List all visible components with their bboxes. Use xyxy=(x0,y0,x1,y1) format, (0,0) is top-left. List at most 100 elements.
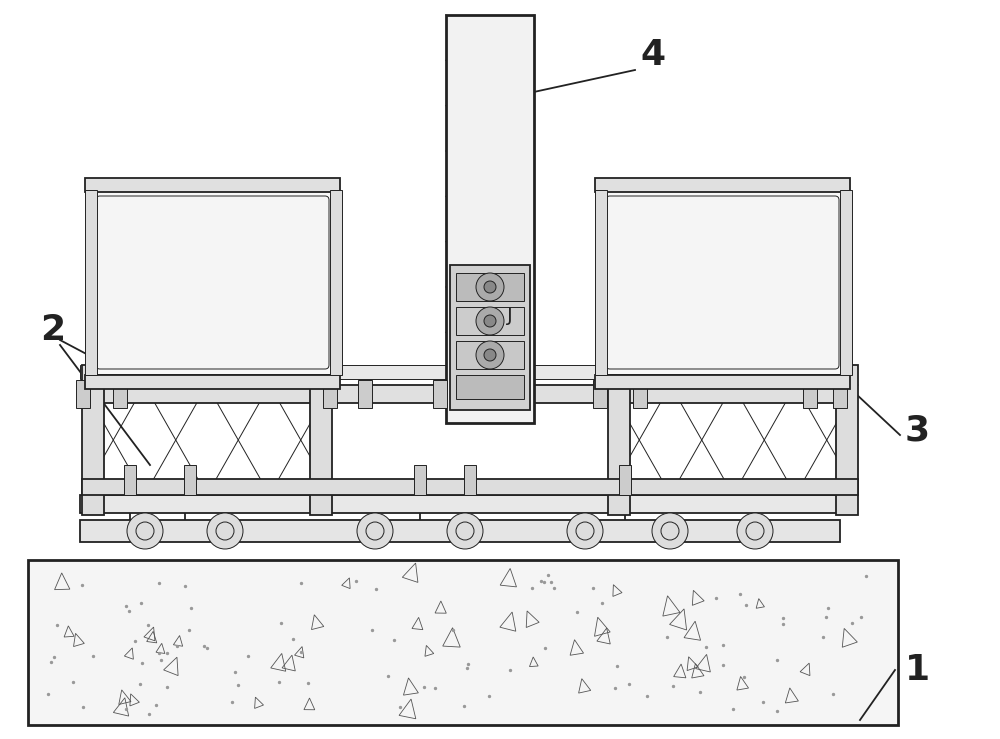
Point xyxy=(540,570,556,582)
Point xyxy=(151,577,167,589)
Bar xyxy=(310,365,332,515)
Point xyxy=(273,616,289,628)
Circle shape xyxy=(476,341,504,369)
Bar xyxy=(456,273,524,301)
Bar xyxy=(464,465,476,495)
Point xyxy=(715,659,731,671)
Point xyxy=(271,676,287,688)
Bar xyxy=(608,365,630,515)
Bar xyxy=(468,380,482,408)
Point xyxy=(49,619,65,630)
Circle shape xyxy=(476,273,504,301)
Point xyxy=(775,618,791,630)
Bar xyxy=(595,190,607,375)
Bar xyxy=(833,380,847,408)
Point xyxy=(825,689,841,701)
Point xyxy=(118,600,134,612)
Point xyxy=(75,701,91,712)
Bar xyxy=(330,190,342,375)
Text: 2: 2 xyxy=(40,313,65,347)
Point xyxy=(132,678,148,690)
Point xyxy=(725,703,741,715)
Bar xyxy=(80,495,840,513)
Point xyxy=(392,701,408,713)
Circle shape xyxy=(737,513,773,549)
Point xyxy=(769,653,785,665)
Point xyxy=(227,666,243,678)
Point xyxy=(543,576,559,588)
Point xyxy=(348,575,364,587)
Point xyxy=(594,596,610,608)
Bar xyxy=(85,178,340,192)
Point xyxy=(43,656,59,668)
Bar xyxy=(184,465,196,495)
Point xyxy=(148,698,164,710)
Point xyxy=(502,664,518,676)
Point xyxy=(230,678,246,690)
Bar xyxy=(803,380,817,408)
Circle shape xyxy=(207,513,243,549)
Point xyxy=(607,681,623,693)
Bar xyxy=(85,375,340,389)
Circle shape xyxy=(652,513,688,549)
Bar xyxy=(450,265,530,410)
Point xyxy=(738,599,754,611)
Point xyxy=(536,576,552,588)
Point xyxy=(140,619,156,631)
Point xyxy=(196,640,212,652)
Point xyxy=(460,658,476,670)
Point xyxy=(40,688,56,700)
Point xyxy=(293,577,309,589)
Point xyxy=(459,662,475,674)
Text: J: J xyxy=(507,305,513,324)
Circle shape xyxy=(447,513,483,549)
Point xyxy=(46,651,62,663)
Bar xyxy=(85,190,97,375)
Bar xyxy=(124,465,136,495)
Bar xyxy=(358,380,372,408)
Bar xyxy=(600,190,845,375)
Point xyxy=(698,641,714,653)
Point xyxy=(708,592,724,604)
Point xyxy=(151,647,167,659)
Circle shape xyxy=(476,307,504,335)
Point xyxy=(755,696,771,708)
Bar xyxy=(619,465,631,495)
Circle shape xyxy=(357,513,393,549)
Point xyxy=(665,681,681,692)
Bar xyxy=(76,380,90,408)
Bar xyxy=(456,375,524,399)
Point xyxy=(65,675,81,687)
Point xyxy=(692,687,708,698)
Point xyxy=(183,602,199,614)
Bar xyxy=(113,380,127,408)
Circle shape xyxy=(127,513,163,549)
Point xyxy=(569,606,585,618)
Bar xyxy=(323,380,337,408)
Bar xyxy=(80,385,850,403)
Point xyxy=(858,570,874,582)
Text: 3: 3 xyxy=(905,413,930,447)
Point xyxy=(240,650,256,662)
Circle shape xyxy=(484,315,496,327)
Point xyxy=(639,690,655,702)
Circle shape xyxy=(484,349,496,361)
Text: 1: 1 xyxy=(905,653,930,687)
Bar xyxy=(836,365,858,515)
Point xyxy=(769,705,785,717)
Bar xyxy=(414,465,426,495)
Bar xyxy=(80,520,840,542)
Point xyxy=(853,611,869,623)
Bar xyxy=(446,15,534,423)
Point xyxy=(121,605,137,617)
Point xyxy=(199,642,215,654)
Bar xyxy=(90,190,335,375)
Point xyxy=(127,636,143,647)
Point xyxy=(609,660,625,672)
Point xyxy=(300,678,316,689)
Point xyxy=(133,597,149,609)
Bar xyxy=(82,479,858,495)
Point xyxy=(293,647,309,658)
FancyBboxPatch shape xyxy=(606,196,839,369)
Circle shape xyxy=(484,281,496,293)
